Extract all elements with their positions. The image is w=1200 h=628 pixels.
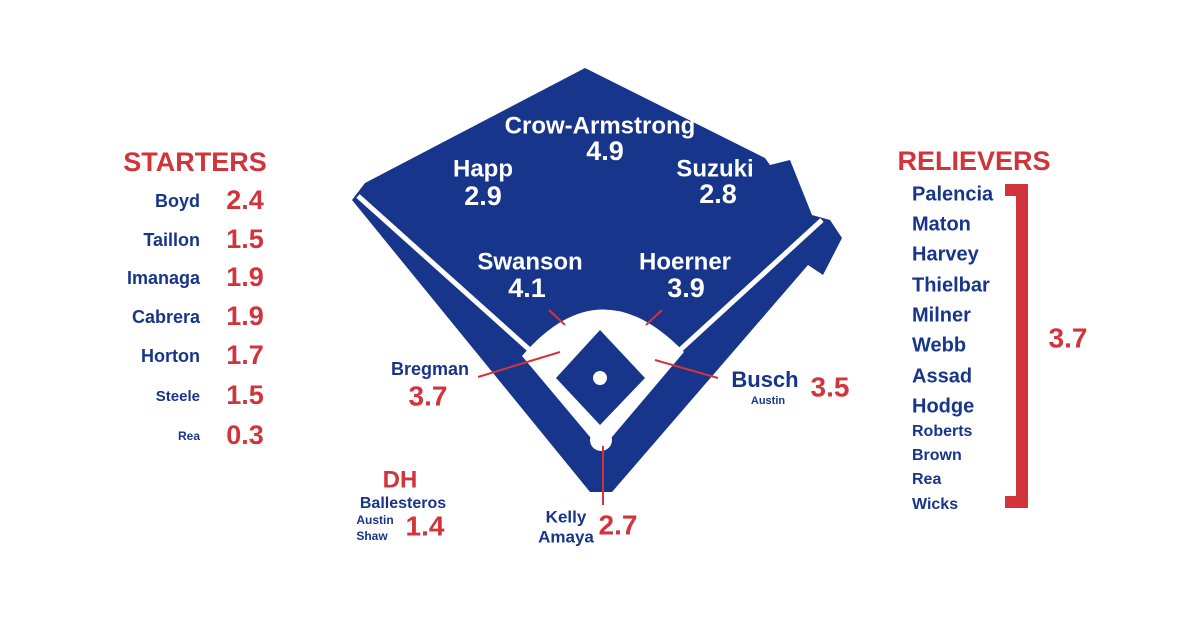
reliever-name: Wicks [912,496,958,513]
player-name: Imanaga [127,268,201,288]
player-name: Cabrera [132,307,201,327]
position-name: Happ [453,155,513,182]
player-name: Rea [178,429,200,443]
position-name: Bregman [391,359,469,379]
player-name: Horton [141,346,200,366]
position-value: 4.9 [586,136,624,166]
player-name: Boyd [155,191,200,211]
reliever-name: Thielbar [912,274,990,296]
player-value: 1.5 [226,380,264,410]
position-name: Suzuki [676,155,753,182]
labels: STARTERS Boyd 2.4 Taillon 1.5 Imanaga 1.9 Cabre… [123,112,1087,546]
position-name: Kelly [546,507,587,526]
reliever-name: Webb [912,334,966,356]
position-name: Busch [731,367,798,392]
reliever-name: Hodge [912,395,974,417]
reliever-name: Assad [912,365,972,387]
player-value: 1.7 [226,340,264,370]
dh-value: 1.4 [406,510,445,541]
section-title: STARTERS [123,147,267,177]
position-value: 2.8 [699,179,737,209]
position-name: Swanson [477,248,582,275]
player-value: 1.5 [226,224,264,254]
reliever-name: Rea [912,471,941,488]
reliever-name: Palencia [912,183,994,205]
player-value: 0.3 [226,420,264,450]
dh-name: Ballesteros [360,495,446,512]
player-name: Steele [156,388,200,405]
relievers-bracket [1005,184,1028,508]
player-value: 1.9 [226,262,264,292]
reliever-name: Milner [912,304,971,326]
position-value: 3.5 [811,371,850,402]
player-value: 2.4 [226,185,264,215]
position-name: Crow-Armstrong [505,112,696,139]
position-value: 2.9 [464,181,502,211]
player-name: Taillon [143,230,200,250]
reliever-name: Brown [912,447,962,464]
position-name: Austin [751,395,786,407]
position-value: 3.7 [409,380,448,411]
player-value: 1.9 [226,301,264,331]
section-title: RELIEVERS [897,146,1050,176]
dh-name: Austin [356,513,393,527]
reliever-name: Roberts [912,423,973,440]
reliever-name: Maton [912,213,971,235]
dh-name: Shaw [356,529,388,543]
position-value: 3.9 [667,273,705,303]
reliever-name: Harvey [912,243,980,265]
position-name: Hoerner [639,248,731,275]
section-title: DH [383,466,418,493]
position-value: 2.7 [599,509,638,540]
relievers-value: 3.7 [1049,322,1088,353]
field [352,68,842,505]
position-name: Amaya [538,527,594,546]
position-value: 4.1 [508,273,546,303]
